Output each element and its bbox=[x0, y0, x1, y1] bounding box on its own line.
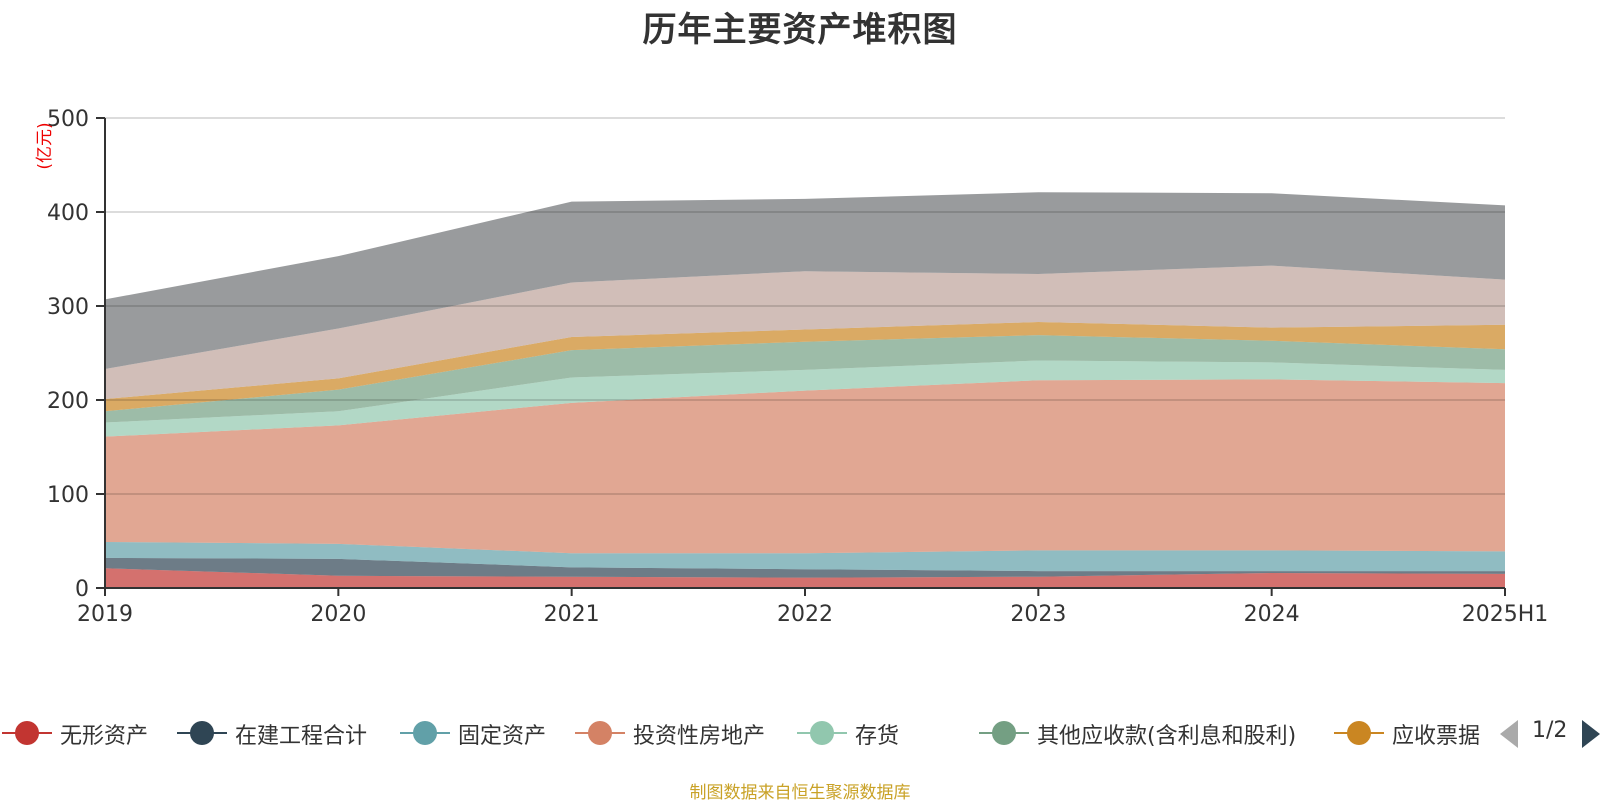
legend-item[interactable]: 无形资产 bbox=[2, 716, 177, 750]
y-tick-label: 200 bbox=[47, 389, 89, 414]
source-note: 制图数据来自恒生聚源数据库 bbox=[689, 783, 911, 803]
y-tick-label: 300 bbox=[47, 295, 89, 320]
legend-label: 存货 bbox=[855, 724, 900, 749]
legend-page-indicator: 1/2 bbox=[1532, 718, 1568, 743]
legend-item[interactable]: 在建工程合计 bbox=[177, 716, 400, 750]
legend-marker-icon bbox=[1347, 721, 1371, 745]
area-series-5 bbox=[105, 335, 1505, 423]
legend-item[interactable]: 投资性房地产 bbox=[575, 716, 797, 750]
chart-title: 历年主要资产堆积图 bbox=[642, 10, 958, 50]
legend-label: 无形资产 bbox=[60, 724, 149, 749]
legend-marker-icon bbox=[588, 721, 612, 745]
y-tick-label: 0 bbox=[75, 577, 89, 602]
legend-marker-icon bbox=[992, 721, 1016, 745]
x-tick-label: 2024 bbox=[1244, 602, 1300, 627]
legend-label: 在建工程合计 bbox=[235, 724, 368, 749]
x-tick-label: 2022 bbox=[777, 602, 833, 627]
y-axis-unit-label: (亿元) bbox=[35, 122, 55, 169]
area-series-0 bbox=[105, 568, 1505, 588]
x-tick-label: 2025H1 bbox=[1462, 602, 1549, 627]
legend-marker-icon bbox=[413, 721, 437, 745]
legend-item[interactable]: 其他应收款(含利息和股利) bbox=[979, 716, 1334, 750]
legend-prev-page-icon[interactable] bbox=[1500, 720, 1518, 748]
legend-label: 固定资产 bbox=[458, 724, 547, 749]
legend-pager: 1/2 bbox=[1500, 716, 1600, 750]
legend-marker-icon bbox=[810, 721, 834, 745]
x-tick-label: 2019 bbox=[77, 602, 133, 627]
x-tick-label: 2020 bbox=[310, 602, 366, 627]
legend-marker-icon bbox=[15, 721, 39, 745]
legend-label: 其他应收款(含利息和股利) bbox=[1037, 724, 1297, 749]
y-tick-label: 500 bbox=[47, 107, 89, 132]
legend-item[interactable]: 应收票据及应收账款 bbox=[1334, 716, 1480, 750]
legend-item[interactable]: 固定资产 bbox=[400, 716, 575, 750]
area-series-6 bbox=[105, 321, 1505, 412]
legend-next-page-icon[interactable] bbox=[1582, 720, 1600, 748]
area-series-1 bbox=[105, 557, 1505, 578]
area-series-8 bbox=[105, 192, 1505, 369]
legend-viewport: 无形资产 在建工程合计 固定资产 投资性房地产 存货 其他应收款(含利息和股利) 应收票据及… bbox=[0, 716, 1480, 756]
legend-item[interactable]: 存货 bbox=[797, 716, 979, 750]
area-series-3 bbox=[105, 379, 1505, 554]
x-tick-label: 2023 bbox=[1010, 602, 1066, 627]
legend-label: 投资性房地产 bbox=[633, 724, 766, 749]
area-series-7 bbox=[105, 265, 1505, 400]
x-tick-label: 2021 bbox=[544, 602, 600, 627]
y-tick-label: 400 bbox=[47, 201, 89, 226]
area-series-2 bbox=[105, 541, 1505, 572]
legend-label: 应收票据及应收账款 bbox=[1392, 724, 1480, 749]
legend: 无形资产 在建工程合计 固定资产 投资性房地产 存货 其他应收款(含利息和股利) 应收票据及… bbox=[0, 716, 1600, 756]
area-series-4 bbox=[105, 360, 1505, 437]
y-tick-label: 100 bbox=[47, 483, 89, 508]
legend-marker-icon bbox=[190, 721, 214, 745]
